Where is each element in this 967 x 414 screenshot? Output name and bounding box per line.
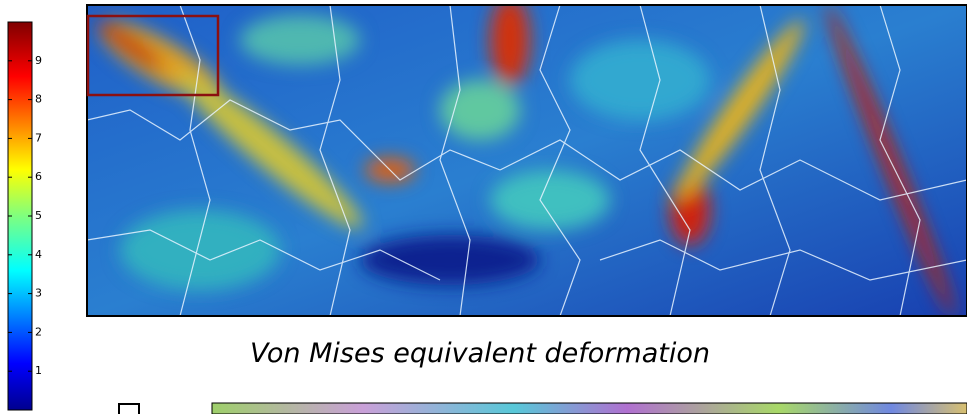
- colorbar-ticks: 1 2 3 4 5 6 7 8 9: [8, 54, 42, 377]
- marker-square: [118, 403, 140, 414]
- tick-label: 6: [35, 170, 42, 183]
- zoom-box: [86, 14, 220, 97]
- strain-map: [87, 5, 967, 316]
- tick-label: 1: [35, 364, 42, 377]
- tick-label: 4: [35, 248, 42, 261]
- orientation-map: [211, 402, 967, 414]
- tick-label: 5: [35, 209, 42, 222]
- map-frame: [86, 4, 967, 317]
- tick-label: 2: [35, 325, 42, 338]
- caption: Von Mises equivalent deformation: [250, 338, 710, 369]
- tick-label: 7: [35, 131, 42, 144]
- tick-label: 3: [35, 287, 42, 300]
- tick-label: 8: [35, 93, 42, 106]
- tick-label: 9: [35, 54, 42, 67]
